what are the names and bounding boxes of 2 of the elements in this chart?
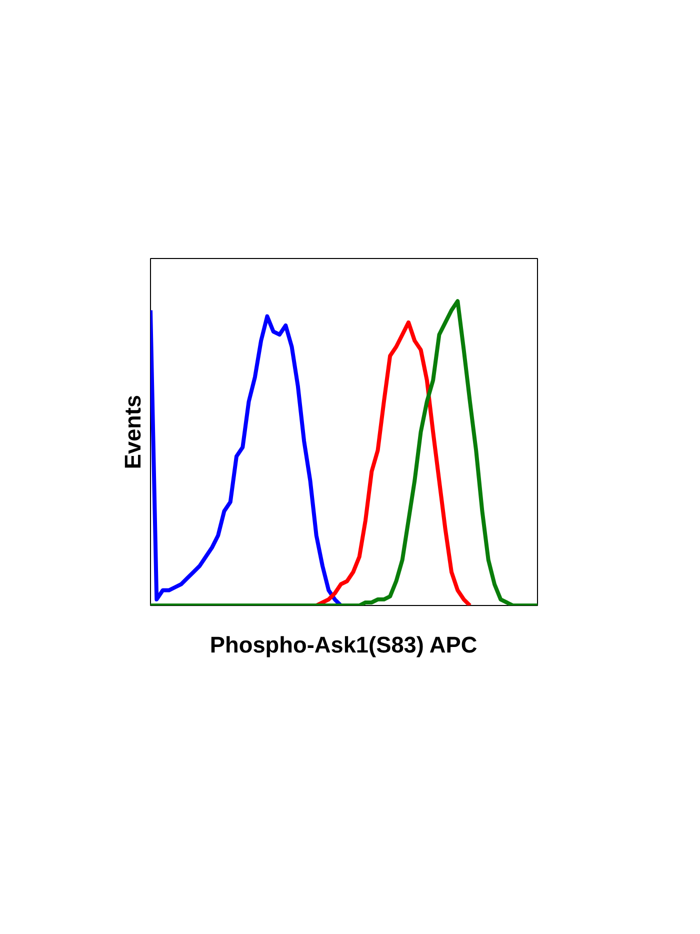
y-axis-title: Events bbox=[120, 394, 146, 470]
x-axis-title: Phospho-Ask1(S83) APC bbox=[210, 632, 478, 658]
